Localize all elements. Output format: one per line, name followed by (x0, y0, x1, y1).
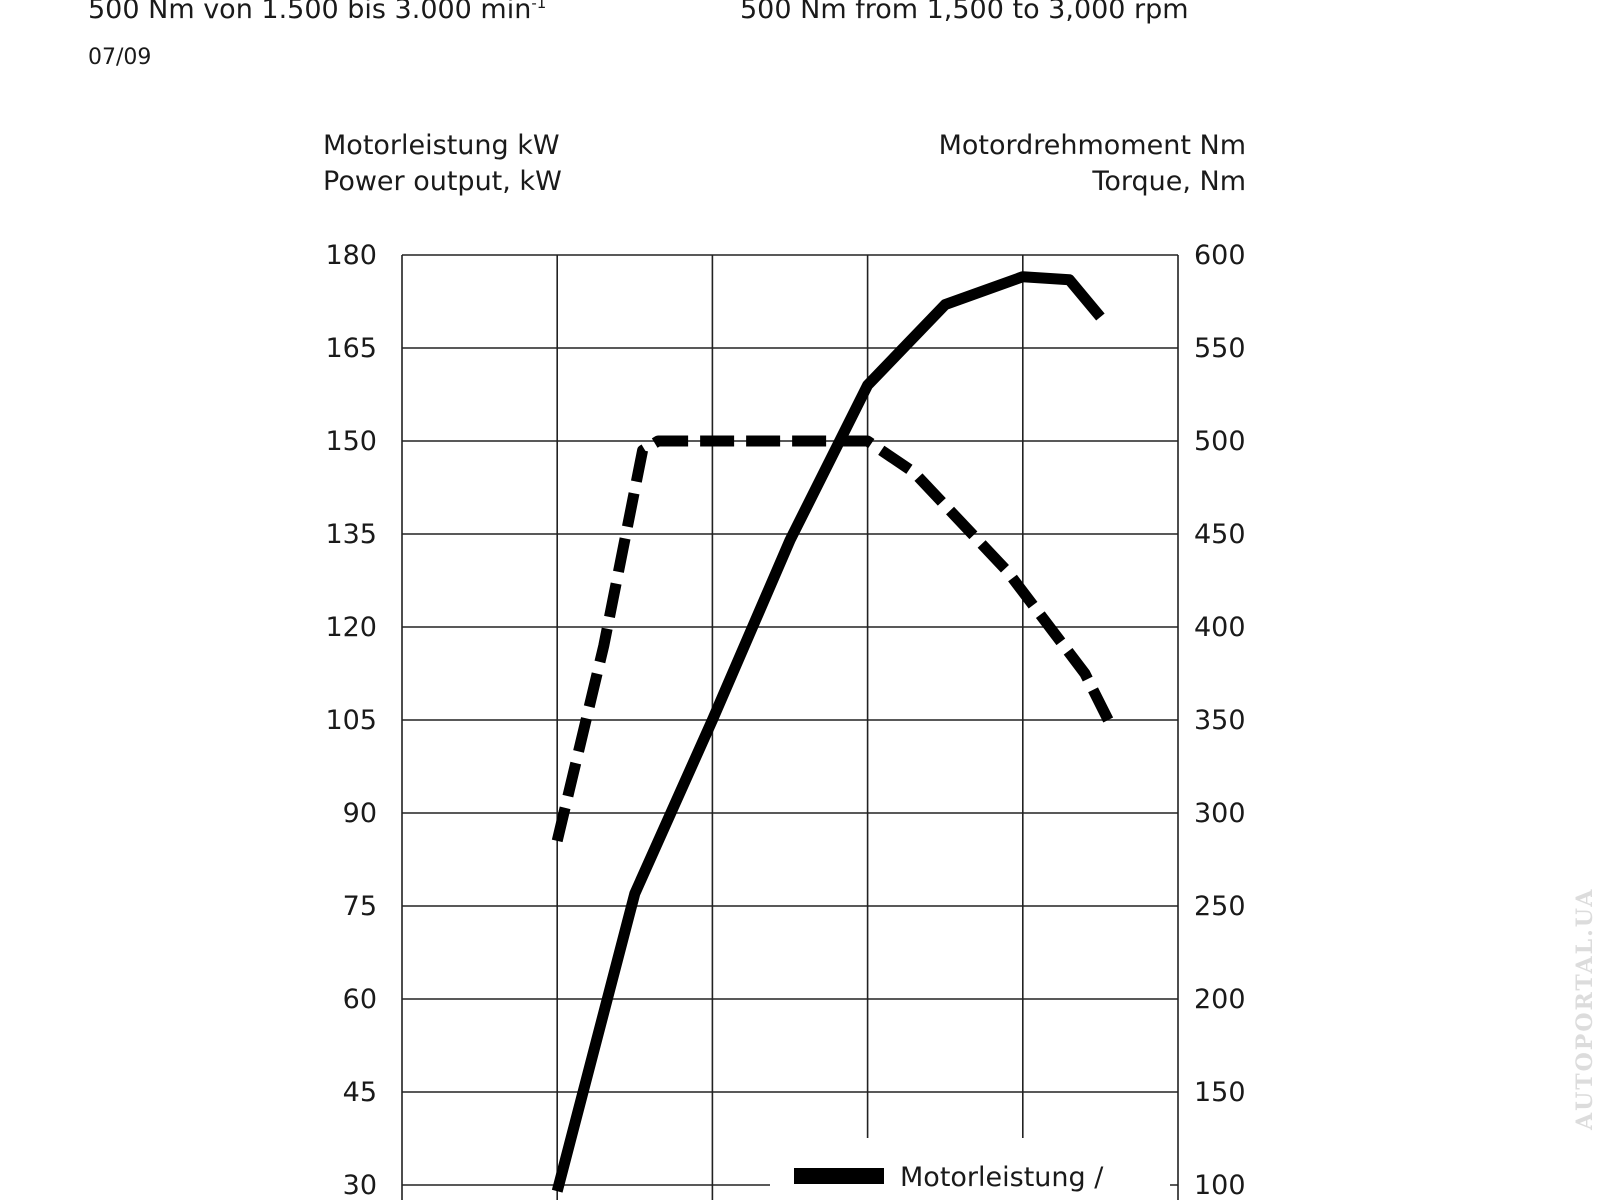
watermark-text: AUTOPORTAL.UA (1572, 887, 1598, 1130)
power-output-line (551, 271, 1105, 1193)
header-german-superscript: -1 (531, 0, 547, 12)
chart-series (551, 271, 1114, 1193)
left-tick-label: 135 (325, 519, 377, 550)
right-axis-title: Motordrehmoment Nm Torque, Nm (939, 128, 1246, 200)
right-tick-label: 100 (1194, 1170, 1246, 1200)
left-tick-label: 120 (325, 612, 377, 643)
torque-line (551, 435, 1114, 843)
left-tick-label: 105 (325, 705, 377, 736)
header-german: 500 Nm von 1.500 bis 3.000 min-1 (88, 0, 546, 25)
right-tick-label: 550 (1194, 333, 1246, 364)
right-tick-label: 250 (1194, 891, 1246, 922)
right-tick-label: 200 (1194, 984, 1246, 1015)
chart-grid (401, 254, 1179, 1200)
left-tick-label: 180 (325, 240, 377, 271)
header-english: 500 Nm from 1,500 to 3,000 rpm (740, 0, 1189, 25)
right-axis-ticks: 600 550 500 450 400 350 300 250 200 150 100 (1194, 240, 1246, 1200)
right-tick-label: 500 (1194, 426, 1246, 457)
chart-legend: Motorleistung / (770, 1138, 1170, 1200)
left-tick-label: 75 (343, 891, 377, 922)
left-axis-title: Motorleistung kW Power output, kW (323, 128, 562, 200)
right-axis-title-line-2: Torque, Nm (1092, 166, 1246, 197)
right-tick-label: 400 (1194, 612, 1246, 643)
left-tick-label: 90 (343, 798, 377, 829)
header-date: 07/09 (88, 45, 152, 70)
left-tick-label: 45 (343, 1077, 377, 1108)
header-german-text: 500 Nm von 1.500 bis 3.000 min (88, 0, 532, 25)
left-tick-label: 150 (325, 426, 377, 457)
left-axis-title-line-1: Motorleistung kW (323, 130, 560, 161)
right-tick-label: 150 (1194, 1077, 1246, 1108)
right-axis-title-line-1: Motordrehmoment Nm (938, 130, 1246, 161)
right-tick-label: 450 (1194, 519, 1246, 550)
right-tick-label: 300 (1194, 798, 1246, 829)
left-axis-title-line-2: Power output, kW (323, 166, 562, 197)
left-tick-label: 60 (343, 984, 377, 1015)
right-tick-label: 600 (1194, 240, 1246, 271)
left-tick-label: 30 (343, 1170, 377, 1200)
right-tick-label: 350 (1194, 705, 1246, 736)
left-tick-label: 165 (325, 333, 377, 364)
left-axis-ticks: 180 165 150 135 120 105 90 75 60 45 30 (325, 240, 377, 1200)
legend-label-power: Motorleistung / (900, 1162, 1104, 1193)
